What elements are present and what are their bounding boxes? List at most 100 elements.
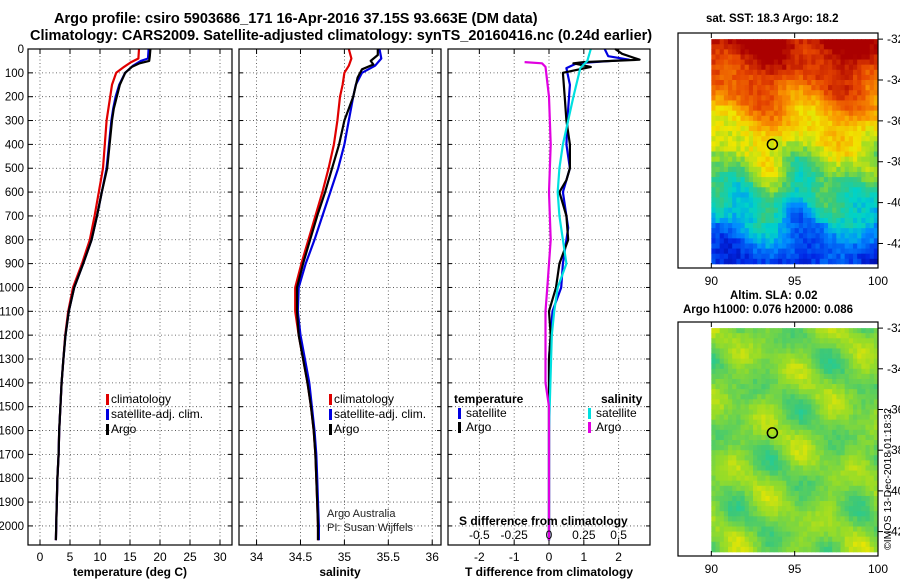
legend-label: Argo (466, 420, 492, 434)
legend-label: Argo (596, 420, 622, 434)
sst-map-title: sat. SST: 18.3 Argo: 18.2 (706, 13, 839, 25)
s-tick-label: 0 (546, 528, 553, 542)
y-tick-label: 100 (5, 68, 24, 80)
map-y-tick-label: -40 (887, 484, 900, 498)
legend-label: satellite (466, 406, 507, 420)
x-tick-label: -1 (509, 550, 520, 564)
legend-swatch (458, 408, 461, 419)
argo-position-marker (766, 427, 779, 439)
map-cells-sla_map (711, 328, 879, 553)
map-x-tick-label: 95 (788, 274, 802, 288)
legend-swatch (106, 409, 109, 420)
y-tick-label: 200 (5, 92, 24, 104)
legend-swatch (588, 408, 591, 419)
y-tick-label: 1800 (0, 473, 24, 485)
x-tick-label: 15 (123, 550, 137, 564)
y-tick-label: 2000 (0, 521, 24, 533)
map-x-tick-label: 100 (868, 562, 888, 576)
series-salinity-argo (295, 49, 379, 541)
map-y-tick-label: -32 (887, 32, 900, 46)
annotation-institution: Argo Australia (327, 508, 396, 520)
y-tick-label: 700 (5, 211, 24, 223)
map-y-tick-label: -34 (887, 362, 900, 376)
sla-map-title-1: Altim. SLA: 0.02 (730, 290, 818, 302)
legend-label: climatology (334, 392, 394, 406)
map-y-tick-label: -36 (887, 402, 900, 416)
legend-label: Argo (334, 422, 360, 436)
x-tick-label: -2 (474, 550, 485, 564)
legend-salinity-heading: salinity (601, 392, 643, 406)
x-tick-label: 25 (183, 550, 197, 564)
x-tick-label: 34 (250, 550, 264, 564)
x-tick-label: 0 (37, 550, 44, 564)
legend-label: satellite-adj. clim. (334, 407, 426, 421)
series-difference-t-argo (547, 48, 641, 541)
map-y-tick-label: -38 (887, 443, 900, 457)
s-tick-label: -0.25 (500, 528, 528, 542)
x-tick-label: 20 (153, 550, 167, 564)
y-tick-label: 1000 (0, 282, 24, 294)
y-tick-label: 1400 (0, 378, 24, 390)
map-y-tick-label: -38 (887, 155, 900, 169)
x-tick-label: 35.5 (377, 550, 401, 564)
x-tick-label: 34.5 (289, 550, 313, 564)
x-tick-label: 5 (67, 550, 74, 564)
x-axis-label: salinity (319, 565, 361, 579)
x-tick-label: 1 (580, 550, 587, 564)
map-y-tick-label: -42 (887, 525, 900, 539)
y-tick-label: 600 (5, 187, 24, 199)
y-tick-label: 900 (5, 259, 24, 271)
legend-swatch (329, 424, 332, 435)
y-tick-label: 300 (5, 116, 24, 128)
map-frame (677, 32, 879, 269)
legend-swatch (458, 422, 461, 433)
legend-label: climatology (111, 392, 171, 406)
y-tick-label: 1900 (0, 497, 24, 509)
x-tick-label: 2 (615, 550, 622, 564)
map-x-tick-label: 90 (705, 562, 719, 576)
legend-swatch (329, 394, 332, 405)
y-tick-label: 1200 (0, 330, 24, 342)
legend-swatch (329, 409, 332, 420)
difference-s-axis-label: S difference from climatology (459, 514, 628, 528)
y-tick-label: 800 (5, 235, 24, 247)
legend-swatch (106, 394, 109, 405)
title-line-2: Climatology: CARS2009. Satellite-adjuste… (30, 28, 653, 44)
annotation-pi: PI: Susan Wijffels (327, 522, 413, 534)
legend-swatch (588, 422, 591, 433)
s-tick-label: 0.25 (572, 528, 596, 542)
legend-label: satellite (596, 406, 637, 420)
map-cells-sst_map (711, 39, 879, 265)
map-x-tick-label: 100 (868, 274, 888, 288)
map-y-tick-label: -42 (887, 236, 900, 250)
y-tick-label: 1300 (0, 354, 24, 366)
y-tick-label: 400 (5, 139, 24, 151)
x-tick-label: 30 (213, 550, 227, 564)
x-tick-label: 0 (546, 550, 553, 564)
argo-position-marker (766, 138, 779, 151)
legend-label: satellite-adj. clim. (111, 407, 203, 421)
map-y-tick-label: -40 (887, 196, 900, 210)
legend-temperature-heading: temperature (454, 392, 524, 406)
panel-frame (238, 48, 442, 546)
y-tick-label: 0 (18, 44, 24, 56)
map-y-tick-label: -32 (887, 321, 900, 335)
map-x-tick-label: 90 (705, 274, 719, 288)
series-temperature-argo (54, 48, 152, 541)
x-axis-label: T difference from climatology (465, 565, 633, 579)
sla-map-title-2: Argo h1000: 0.076 h2000: 0.086 (683, 304, 854, 316)
x-tick-label: 36 (426, 550, 440, 564)
series-difference-s-satellite (547, 48, 592, 541)
map-y-tick-label: -36 (887, 114, 900, 128)
map-frame (677, 321, 879, 557)
y-tick-label: 500 (5, 163, 24, 175)
y-tick-label: 1500 (0, 402, 24, 414)
panel-salinity (239, 49, 441, 545)
s-tick-label: 0.5 (610, 528, 627, 542)
map-x-tick-label: 95 (788, 562, 802, 576)
y-tick-label: 1600 (0, 426, 24, 438)
x-tick-label: 10 (93, 550, 107, 564)
y-tick-label: 1100 (0, 306, 24, 318)
legend-swatch (106, 424, 109, 435)
